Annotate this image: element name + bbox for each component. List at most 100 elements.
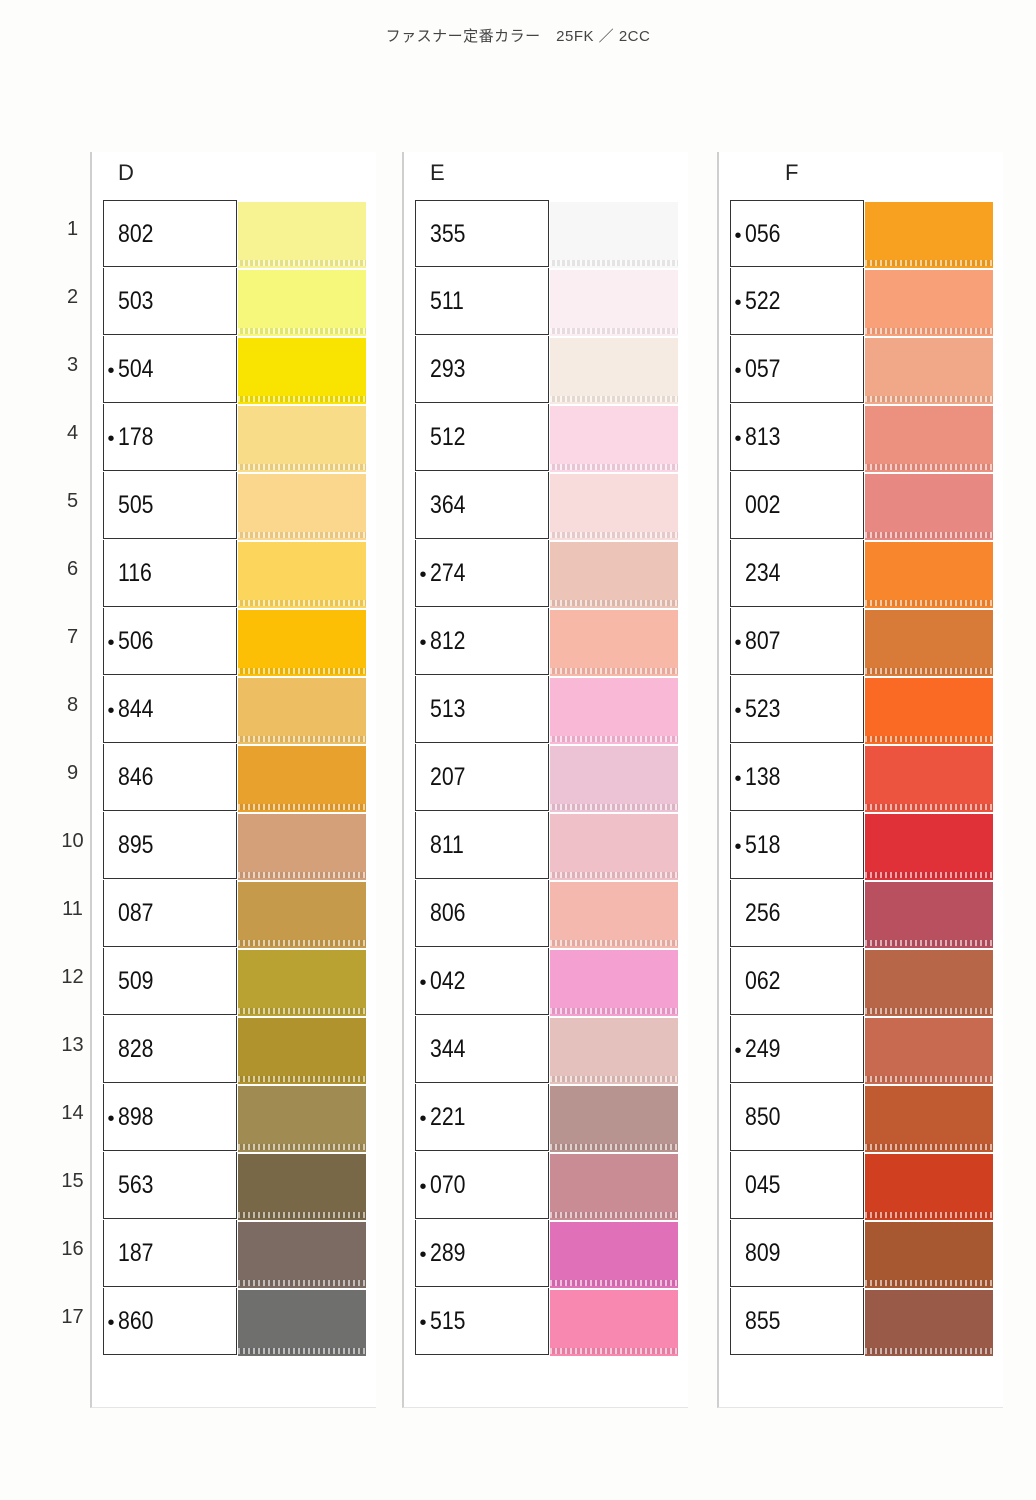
row-number: 4	[66, 422, 79, 444]
color-code-cell: 234	[730, 540, 864, 607]
standard-mark-dot: •	[419, 1312, 427, 1334]
color-code-cell: • 178	[103, 404, 237, 471]
color-swatch	[865, 406, 993, 472]
color-code-cell: • 274	[415, 540, 549, 607]
standard-mark-dot: •	[734, 292, 742, 314]
color-code: 234	[745, 559, 781, 587]
color-code: 056	[745, 220, 781, 248]
zipper-teeth	[238, 532, 366, 538]
row-number: 13	[61, 1034, 84, 1056]
zipper-teeth	[238, 328, 366, 334]
zipper-teeth	[238, 1212, 366, 1218]
color-code: 844	[118, 695, 154, 723]
color-code: 895	[118, 831, 154, 859]
color-swatch	[865, 746, 993, 812]
color-code-cell: 895	[103, 812, 237, 879]
standard-mark-dot: •	[107, 700, 115, 722]
color-code-cell: 828	[103, 1016, 237, 1083]
color-swatch	[238, 406, 366, 472]
color-code-cell: • 515	[415, 1288, 549, 1355]
color-swatch	[550, 338, 678, 404]
color-code-cell: 355	[415, 200, 549, 267]
zipper-teeth	[238, 872, 366, 878]
color-code-cell: 344	[415, 1016, 549, 1083]
color-code-cell: 503	[103, 268, 237, 335]
color-code: 364	[430, 491, 466, 519]
color-code: 522	[745, 287, 781, 315]
standard-mark-dot: •	[734, 360, 742, 382]
row-number: 14	[61, 1102, 84, 1124]
row-number: 5	[66, 490, 79, 512]
color-swatch	[238, 542, 366, 608]
color-code-cell: 116	[103, 540, 237, 607]
zipper-teeth	[238, 1008, 366, 1014]
standard-mark-dot: •	[734, 428, 742, 450]
color-code-cell: • 844	[103, 676, 237, 743]
row-number: 17	[61, 1306, 84, 1328]
color-code: 509	[118, 967, 154, 995]
color-code-cell: 802	[103, 200, 237, 267]
color-code-cell: 002	[730, 472, 864, 539]
color-swatch	[865, 270, 993, 336]
color-swatch	[238, 678, 366, 744]
zipper-teeth	[865, 736, 993, 742]
row-number: 8	[66, 694, 79, 716]
zipper-teeth	[550, 668, 678, 674]
zipper-teeth	[550, 1076, 678, 1082]
color-code-cell: 511	[415, 268, 549, 335]
color-code: 806	[430, 899, 466, 927]
color-swatch	[238, 270, 366, 336]
color-code: 563	[118, 1171, 154, 1199]
color-code-cell: 256	[730, 880, 864, 947]
zipper-teeth	[238, 600, 366, 606]
color-code-cell: 850	[730, 1084, 864, 1151]
color-code-cell: • 807	[730, 608, 864, 675]
color-code-cell: 505	[103, 472, 237, 539]
color-swatch	[550, 814, 678, 880]
color-code: 187	[118, 1239, 154, 1267]
color-swatch	[238, 882, 366, 948]
color-code: 116	[118, 559, 152, 587]
color-code: 850	[745, 1103, 781, 1131]
color-code-cell: • 812	[415, 608, 549, 675]
color-swatch	[865, 338, 993, 404]
color-swatch	[550, 1018, 678, 1084]
color-code: 207	[430, 763, 466, 791]
row-number: 15	[61, 1170, 84, 1192]
color-swatch	[865, 678, 993, 744]
color-code: 002	[745, 491, 781, 519]
color-code: 138	[745, 763, 781, 791]
zipper-teeth	[865, 1280, 993, 1286]
color-code: 504	[118, 355, 154, 383]
zipper-teeth	[865, 1008, 993, 1014]
zipper-teeth	[238, 1144, 366, 1150]
zipper-teeth	[238, 940, 366, 946]
row-number: 16	[61, 1238, 84, 1260]
zipper-teeth	[238, 668, 366, 674]
standard-mark-dot: •	[734, 632, 742, 654]
color-swatch	[865, 882, 993, 948]
zipper-teeth	[865, 668, 993, 674]
zipper-teeth	[865, 464, 993, 470]
color-code-cell: 806	[415, 880, 549, 947]
color-code: 221	[430, 1103, 466, 1131]
color-code: 512	[430, 423, 466, 451]
color-swatch	[550, 610, 678, 676]
color-code-cell: • 506	[103, 608, 237, 675]
zipper-teeth	[550, 940, 678, 946]
standard-mark-dot: •	[734, 225, 742, 247]
color-swatch	[550, 202, 678, 268]
color-swatch	[238, 950, 366, 1016]
color-swatch	[865, 202, 993, 268]
color-swatch	[550, 474, 678, 540]
zipper-teeth	[238, 464, 366, 470]
color-code: 274	[430, 559, 466, 587]
color-code-cell: • 860	[103, 1288, 237, 1355]
zipper-teeth	[550, 464, 678, 470]
zipper-teeth	[550, 1212, 678, 1218]
color-code-cell: • 523	[730, 676, 864, 743]
color-code: 355	[430, 220, 466, 248]
color-swatch	[550, 882, 678, 948]
zipper-teeth	[238, 736, 366, 742]
